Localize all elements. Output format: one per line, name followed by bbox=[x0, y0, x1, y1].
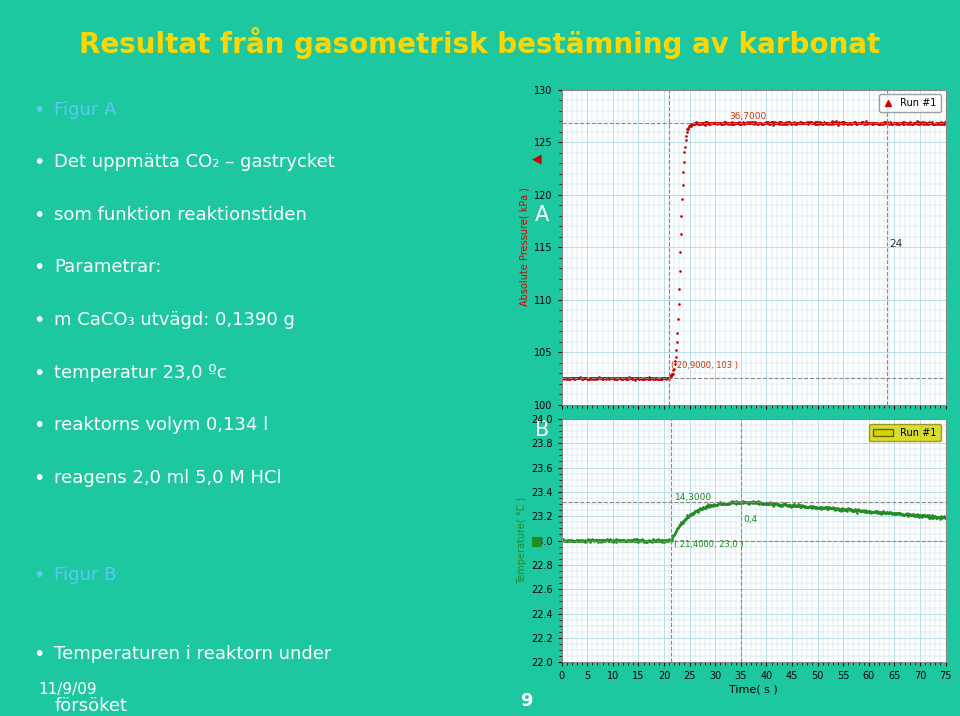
Text: 0,4: 0,4 bbox=[743, 516, 757, 524]
Text: 14,3000: 14,3000 bbox=[675, 493, 712, 503]
Text: försöket: försöket bbox=[55, 697, 128, 715]
Text: •: • bbox=[33, 364, 44, 382]
Text: temperatur 23,0 ºc: temperatur 23,0 ºc bbox=[55, 364, 228, 382]
Text: Figur B: Figur B bbox=[55, 566, 117, 584]
Text: A: A bbox=[536, 205, 549, 225]
Legend: Run #1: Run #1 bbox=[870, 424, 941, 442]
Text: B: B bbox=[536, 420, 549, 440]
Text: m CaCO₃ utvägd: 0,1390 g: m CaCO₃ utvägd: 0,1390 g bbox=[55, 311, 296, 329]
Text: •: • bbox=[33, 206, 44, 225]
Text: Figur A: Figur A bbox=[55, 101, 117, 119]
Text: •: • bbox=[33, 416, 44, 435]
Text: •: • bbox=[33, 311, 44, 330]
Text: Resultat från gasometrisk bestämning av karbonat: Resultat från gasometrisk bestämning av … bbox=[80, 27, 880, 59]
X-axis label: Time( s ): Time( s ) bbox=[730, 684, 778, 694]
Text: •: • bbox=[33, 101, 44, 120]
Text: •: • bbox=[33, 645, 44, 664]
Y-axis label: Temperature( °C ): Temperature( °C ) bbox=[516, 497, 527, 584]
Text: •: • bbox=[33, 566, 44, 585]
Text: •: • bbox=[33, 258, 44, 278]
Text: reaktorns volym 0,134 l: reaktorns volym 0,134 l bbox=[55, 416, 269, 434]
Y-axis label: Absolute Pressure( kPa ): Absolute Pressure( kPa ) bbox=[519, 188, 530, 306]
Text: 36,7000: 36,7000 bbox=[729, 112, 766, 121]
Text: 24: 24 bbox=[889, 239, 902, 249]
Text: ( 21,4000, 23,0 ): ( 21,4000, 23,0 ) bbox=[674, 540, 743, 548]
Text: Parametrar:: Parametrar: bbox=[55, 258, 162, 276]
Text: •: • bbox=[33, 153, 44, 173]
Legend: Run #1: Run #1 bbox=[879, 95, 941, 112]
Text: •: • bbox=[33, 469, 44, 488]
Text: ( 20,9000, 103 ): ( 20,9000, 103 ) bbox=[671, 361, 738, 369]
Text: ◀: ◀ bbox=[532, 153, 541, 165]
Text: 11/9/09: 11/9/09 bbox=[38, 682, 97, 697]
Text: ■: ■ bbox=[531, 534, 542, 547]
Text: reagens 2,0 ml 5,0 M HCl: reagens 2,0 ml 5,0 M HCl bbox=[55, 469, 282, 487]
Text: Det uppmätta CO₂ – gastrycket: Det uppmätta CO₂ – gastrycket bbox=[55, 153, 335, 171]
Text: Temperaturen i reaktorn under: Temperaturen i reaktorn under bbox=[55, 645, 332, 663]
Text: som funktion reaktionstiden: som funktion reaktionstiden bbox=[55, 206, 307, 224]
Text: 9: 9 bbox=[519, 692, 532, 710]
